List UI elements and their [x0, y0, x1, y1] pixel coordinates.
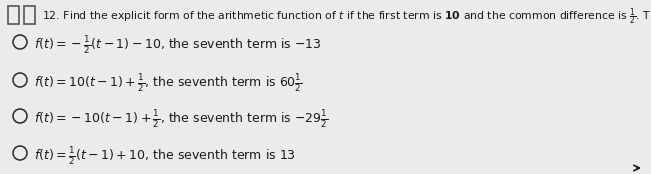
Text: $f(t) = \frac{1}{2}(t-1) + 10$, the seventh term is $13$: $f(t) = \frac{1}{2}(t-1) + 10$, the seve…: [34, 145, 296, 167]
Text: $f(t) = -10(t-1) + \frac{1}{2}$, the seventh term is $-29\frac{1}{2}$: $f(t) = -10(t-1) + \frac{1}{2}$, the sev…: [34, 108, 328, 130]
Text: $f(t) = -\frac{1}{2}(t-1) - 10$, the seventh term is $-13$: $f(t) = -\frac{1}{2}(t-1) - 10$, the sev…: [34, 34, 322, 56]
Text: 12. Find the explicit form of the arithmetic function of $t$ if the first term i: 12. Find the explicit form of the arithm…: [42, 7, 651, 28]
Text: $f(t) = 10(t-1) + \frac{1}{2}$, the seventh term is $60\frac{1}{2}$: $f(t) = 10(t-1) + \frac{1}{2}$, the seve…: [34, 72, 303, 94]
